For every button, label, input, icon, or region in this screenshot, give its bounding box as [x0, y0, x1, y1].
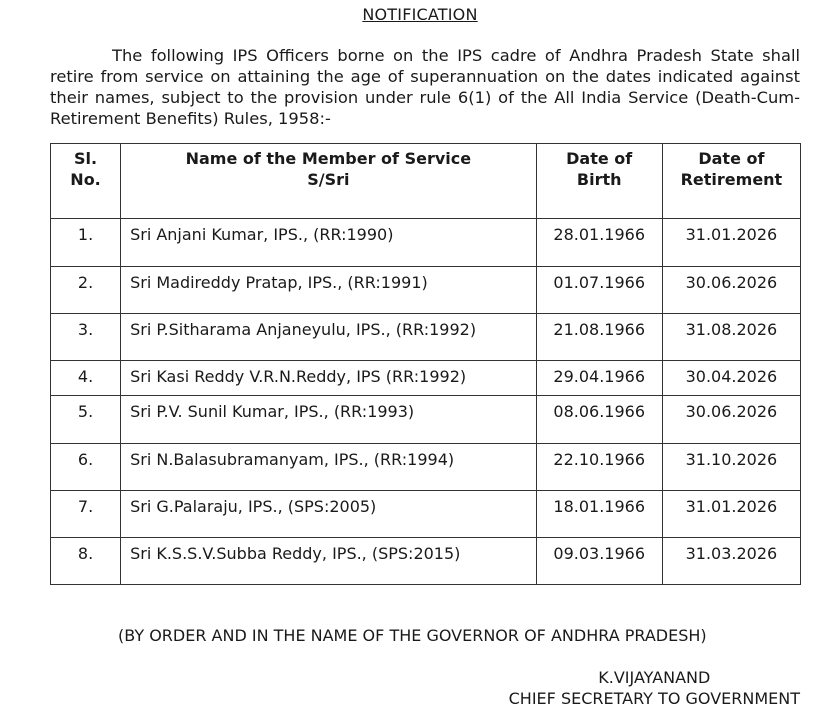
cell-name: Sri P.V. Sunil Kumar, IPS., (RR:1993) [120, 395, 537, 444]
cell-dob: 01.07.1966 [535, 266, 663, 314]
cell-name: Sri G.Palaraju, IPS., (SPS:2005) [120, 490, 537, 538]
header-text: Sl. [73, 149, 98, 168]
cell-name: Sri K.S.S.V.Subba Reddy, IPS., (SPS:2015… [120, 537, 537, 585]
cell-dor: 31.10.2026 [661, 443, 802, 491]
cell-name: Sri Madireddy Pratap, IPS., (RR:1991) [120, 266, 537, 314]
header-text: Birth [576, 170, 622, 189]
intro-paragraph: The following IPS Officers borne on the … [50, 46, 800, 128]
signatory-designation: CHIEF SECRETARY TO GOVERNMENT [508, 689, 800, 708]
cell-dor: 31.08.2026 [661, 313, 802, 361]
cell-sl-no: 2. [49, 266, 122, 314]
cell-name: Sri Anjani Kumar, IPS., (RR:1990) [120, 218, 537, 267]
header-dob: Date of Birth [535, 143, 663, 219]
cell-sl-no: 8. [49, 537, 122, 585]
document-title: NOTIFICATION [362, 5, 478, 24]
table-row: 3. Sri P.Sitharama Anjaneyulu, IPS., (RR:… [49, 313, 802, 361]
header-text: S/Sri [307, 170, 350, 189]
cell-sl-no: 4. [49, 360, 122, 396]
cell-sl-no: 5. [49, 395, 122, 444]
cell-dob: 28.01.1966 [535, 218, 663, 267]
cell-dor: 30.04.2026 [661, 360, 802, 396]
order-line: (BY ORDER AND IN THE NAME OF THE GOVERNO… [118, 626, 707, 645]
header-text: No. [70, 170, 101, 189]
cell-name: Sri Kasi Reddy V.R.N.Reddy, IPS (RR:1992… [120, 360, 537, 396]
retirement-table: Sl. No. Name of the Member of Service S/Sr… [49, 143, 802, 585]
cell-name: Sri P.Sitharama Anjaneyulu, IPS., (RR:19… [120, 313, 537, 361]
header-sl-no: Sl. No. [49, 143, 122, 219]
table-row: 1. Sri Anjani Kumar, IPS., (RR:1990) 28.01… [49, 218, 802, 267]
cell-sl-no: 3. [49, 313, 122, 361]
cell-sl-no: 1. [49, 218, 122, 267]
cell-name: Sri N.Balasubramanyam, IPS., (RR:1994) [120, 443, 537, 491]
header-text: Date of [566, 149, 633, 168]
table-row: 8. Sri K.S.S.V.Subba Reddy, IPS., (SPS:20… [49, 537, 802, 585]
table-header-row: Sl. No. Name of the Member of Service S/Sr… [49, 143, 802, 219]
cell-dor: 31.01.2026 [661, 218, 802, 267]
header-name: Name of the Member of Service S/Sri [120, 143, 537, 219]
cell-dob: 21.08.1966 [535, 313, 663, 361]
table-row: 4. Sri Kasi Reddy V.R.N.Reddy, IPS (RR:19… [49, 360, 802, 396]
cell-dob: 18.01.1966 [535, 490, 663, 538]
cell-dob: 29.04.1966 [535, 360, 663, 396]
cell-sl-no: 7. [49, 490, 122, 538]
header-text: Date of [698, 149, 765, 168]
table-row: 7. Sri G.Palaraju, IPS., (SPS:2005) 18.01.… [49, 490, 802, 538]
cell-dor: 31.03.2026 [661, 537, 802, 585]
table-row: 6. Sri N.Balasubramanyam, IPS., (RR:1994)… [49, 443, 802, 491]
table-row: 5. Sri P.V. Sunil Kumar, IPS., (RR:1993) 0… [49, 395, 802, 444]
signature-block: K.VIJAYANAND CHIEF SECRETARY TO GOVERNME… [509, 667, 800, 709]
cell-dob: 22.10.1966 [535, 443, 663, 491]
cell-dob: 09.03.1966 [535, 537, 663, 585]
cell-dor: 30.06.2026 [661, 266, 802, 314]
cell-dor: 31.01.2026 [661, 490, 802, 538]
signatory-name: K.VIJAYANAND [598, 668, 711, 687]
table-row: 2. Sri Madireddy Pratap, IPS., (RR:1991) 0… [49, 266, 802, 314]
header-text: Name of the Member of Service [185, 149, 472, 168]
header-dor: Date of Retirement [661, 143, 802, 219]
cell-sl-no: 6. [49, 443, 122, 491]
cell-dob: 08.06.1966 [535, 395, 663, 444]
cell-dor: 30.06.2026 [661, 395, 802, 444]
header-text: Retirement [680, 170, 783, 189]
